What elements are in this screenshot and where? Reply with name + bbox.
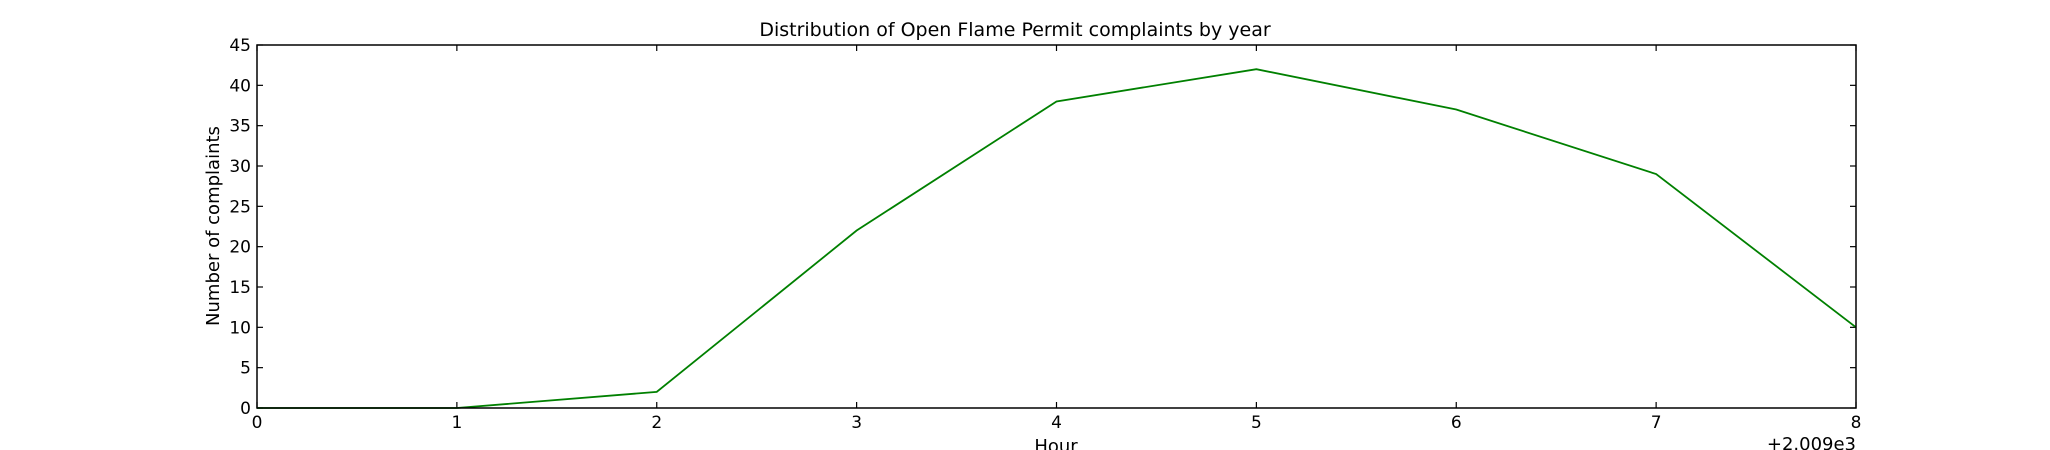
x-tick-label-2: 2 xyxy=(651,413,662,433)
x-tick-label-0: 0 xyxy=(252,413,263,433)
x-tick-label-7: 7 xyxy=(1651,413,1662,433)
x-tick-label-6: 6 xyxy=(1451,413,1462,433)
x-offset-label: +2.009e3 xyxy=(1767,434,1856,450)
y-tick-label-45: 45 xyxy=(229,36,251,56)
y-tick-label-35: 35 xyxy=(229,117,251,137)
y-tick-label-15: 15 xyxy=(229,278,251,298)
y-tick-label-0: 0 xyxy=(240,399,251,419)
x-tick-label-5: 5 xyxy=(1251,413,1262,433)
x-tick-label-4: 4 xyxy=(1051,413,1062,433)
plot-frame xyxy=(256,44,1857,409)
x-tick-label-1: 1 xyxy=(451,413,462,433)
x-tick-label-8: 8 xyxy=(1851,413,1862,433)
series-line xyxy=(257,68,1857,409)
y-tick-label-40: 40 xyxy=(229,76,251,96)
y-tick-label-10: 10 xyxy=(229,318,251,338)
y-tick-label-25: 25 xyxy=(229,197,251,217)
y-tick-label-20: 20 xyxy=(229,238,251,258)
y-axis-label: Number of complaints xyxy=(203,126,224,326)
x-tick-label-3: 3 xyxy=(851,413,862,433)
y-tick-label-30: 30 xyxy=(229,157,251,177)
axis-ticks xyxy=(256,44,1857,409)
y-tick-label-5: 5 xyxy=(240,359,251,379)
x-axis-label: Hour xyxy=(1034,436,1078,450)
chart-title: Distribution of Open Flame Permit compla… xyxy=(759,19,1271,41)
